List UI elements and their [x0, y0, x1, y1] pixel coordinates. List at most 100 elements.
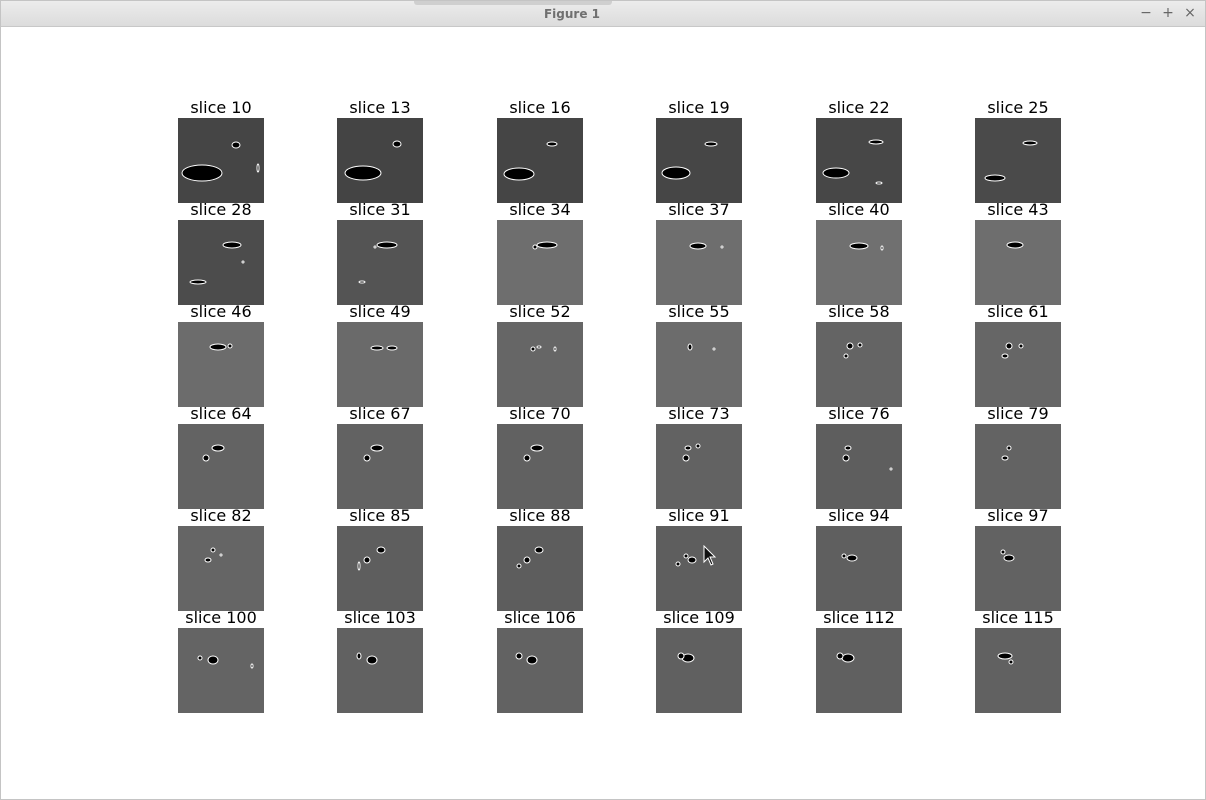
- slice-image: [975, 118, 1061, 203]
- mask-region: [1006, 241, 1024, 249]
- mask-region: [358, 280, 366, 284]
- slice-title: slice 28: [190, 200, 252, 219]
- slice-title: slice 73: [668, 404, 730, 423]
- window-title: Figure 1: [543, 7, 601, 21]
- slice-image: [337, 118, 423, 203]
- slice-mask: [1001, 445, 1012, 461]
- slice-mask: [363, 444, 384, 462]
- slice-title: slice 46: [190, 302, 252, 321]
- mask-region: [868, 139, 884, 145]
- slice-image: [178, 424, 264, 509]
- slice-image: [497, 322, 583, 407]
- slice-mask: [532, 241, 558, 250]
- mask-region: [227, 343, 233, 349]
- mask-region: [1005, 342, 1013, 350]
- slice-title: slice 37: [668, 200, 730, 219]
- mask-region: [1003, 554, 1015, 562]
- slice-image: [178, 118, 264, 203]
- mask-region: [684, 445, 692, 451]
- mask-region: [841, 553, 847, 559]
- mask-region: [546, 141, 558, 147]
- mask-region: [211, 444, 225, 452]
- slice-image: [975, 628, 1061, 713]
- slice-image: [656, 628, 742, 713]
- figure-canvas[interactable]: slice 10 slice 13 slice 16 slice 19 slice 22…: [4, 27, 1202, 797]
- slice-image: [816, 220, 902, 305]
- slice-title: slice 103: [344, 608, 416, 627]
- mask-region: [712, 347, 716, 351]
- mask-region: [231, 141, 241, 149]
- close-icon[interactable]: ×: [1184, 5, 1196, 21]
- mask-region: [204, 557, 212, 563]
- slice-title: slice 22: [828, 98, 890, 117]
- slice-mask: [997, 652, 1014, 665]
- slice-mask: [849, 242, 884, 251]
- mask-region: [843, 353, 849, 359]
- slice-mask: [843, 342, 863, 359]
- slice-title: slice 85: [349, 506, 411, 525]
- slice-image: [816, 628, 902, 713]
- mask-region: [376, 546, 386, 554]
- mask-region: [842, 454, 850, 462]
- slice-title: slice 106: [504, 608, 576, 627]
- mask-region: [675, 561, 681, 567]
- slice-mask: [687, 343, 716, 351]
- mask-region: [1022, 140, 1038, 146]
- slice-mask: [344, 140, 402, 181]
- slice-title: slice 64: [190, 404, 252, 423]
- slice-image: [178, 526, 264, 611]
- maximize-icon[interactable]: +: [1162, 5, 1174, 21]
- mask-region: [363, 556, 371, 564]
- slice-mask: [530, 345, 557, 352]
- slice-mask: [356, 652, 378, 665]
- slice-title: slice 115: [982, 608, 1054, 627]
- slice-image: [497, 526, 583, 611]
- mask-region: [373, 245, 377, 249]
- mask-region: [836, 652, 844, 660]
- mask-region: [356, 652, 362, 660]
- minimize-icon[interactable]: −: [1140, 5, 1152, 21]
- slice-mask: [370, 345, 398, 351]
- mask-region: [503, 167, 535, 181]
- slice-image: [337, 322, 423, 407]
- slice-mask: [503, 141, 558, 181]
- mask-region: [553, 346, 557, 352]
- slice-mask: [841, 553, 858, 562]
- mask-region: [376, 241, 398, 249]
- slice-mask: [682, 443, 701, 462]
- slice-mask: [984, 140, 1038, 182]
- mask-region: [222, 241, 242, 249]
- slice-mask: [836, 652, 855, 663]
- slice-title: slice 112: [823, 608, 895, 627]
- mask-region: [880, 245, 884, 251]
- mouse-cursor-icon: [703, 545, 717, 566]
- slice-mask: [1006, 241, 1024, 249]
- mask-region: [344, 165, 382, 181]
- slice-title: slice 52: [509, 302, 571, 321]
- mask-region: [1001, 455, 1009, 461]
- slice-mask: [822, 139, 884, 185]
- mask-region: [1006, 445, 1012, 451]
- slice-image: [656, 118, 742, 203]
- mask-region: [530, 346, 536, 352]
- slice-mask: [189, 241, 245, 285]
- mask-region: [997, 652, 1013, 660]
- slice-image: [178, 220, 264, 305]
- slice-image: [816, 322, 902, 407]
- mask-region: [889, 467, 893, 471]
- slice-title: slice 34: [509, 200, 571, 219]
- slice-title: slice 94: [828, 506, 890, 525]
- slice-mask: [202, 444, 225, 462]
- slice-title: slice 40: [828, 200, 890, 219]
- slice-mask: [181, 141, 260, 182]
- mask-region: [210, 547, 216, 553]
- slice-mask: [358, 241, 398, 284]
- slice-image: [975, 424, 1061, 509]
- mask-region: [841, 653, 855, 663]
- title-bar[interactable]: Figure 1 − + ×: [1, 1, 1205, 27]
- mask-region: [822, 167, 850, 179]
- slice-image: [178, 322, 264, 407]
- mask-region: [386, 345, 398, 351]
- mask-region: [363, 454, 371, 462]
